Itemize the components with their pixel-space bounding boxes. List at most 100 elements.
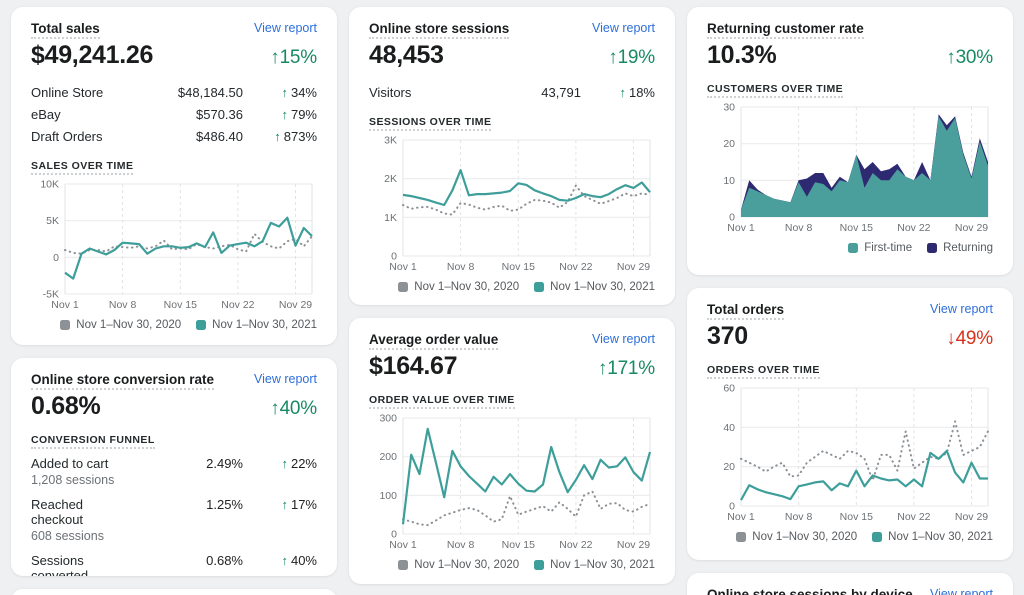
card-header: Online store sessions View report [369,21,655,39]
orders-value: 370 [707,322,748,350]
channel-label: Draft Orders [31,128,103,144]
table-row: Draft Orders $486.40 ↑ 873% [31,125,317,147]
view-report-link[interactable]: View report [930,587,993,595]
card-header: Total orders View report [707,302,993,320]
svg-text:Nov 29: Nov 29 [617,539,650,551]
svg-text:Nov 22: Nov 22 [559,261,592,273]
sessions-over-time-chart: 3K 2K 1K 0 Nov 1 Nov 8 Nov 15 Nov 22 Nov 29 [369,135,655,278]
legend-item: Nov 1–Nov 30, 2020 [736,531,857,543]
up-arrow-icon: ↑ [619,84,626,100]
metric-row: 0.68% ↑40% [31,392,317,421]
legend-swatch-icon [736,532,747,542]
svg-text:30: 30 [723,102,735,114]
chart-legend: Nov 1–Nov 30, 2020 Nov 1–Nov 30, 2021 [31,319,317,331]
legend-item: Nov 1–Nov 30, 2020 [60,319,181,331]
view-report-link[interactable]: View report [254,372,317,386]
svg-text:5K: 5K [46,215,59,227]
funnel-row: Reached checkout 608 sessions 1.25% ↑ 17% [31,497,317,543]
svg-text:20: 20 [723,461,735,473]
orders-delta: ↓49% [946,328,993,350]
right-column: Returning customer rate 10.3% ↑30% CUSTO… [687,7,1013,595]
funnel-step-label: Reached checkout [31,497,84,527]
svg-text:2K: 2K [384,173,397,185]
down-arrow-icon: ↓ [946,328,956,349]
table-row: Online Store $48,184.50 ↑ 34% [31,81,317,103]
view-report-link[interactable]: View report [254,21,317,35]
order-value-over-time-chart: 300 200 100 0 Nov 1 Nov 8 Nov 15 Nov 22 Nov 29 [369,413,655,556]
legend-swatch-icon [927,243,938,253]
card-title-sessions-by-device: Online store sessions by device type [707,587,930,595]
section-label-orders-over-time: ORDERS OVER TIME [707,364,993,379]
funnel-step-label: Added to cart [31,456,109,471]
legend-item: Nov 1–Nov 30, 2021 [534,559,655,571]
visitors-value: 43,791 [541,84,581,100]
middle-column: Online store sessions View report 48,453… [349,7,675,595]
svg-text:-5K: -5K [43,289,59,301]
card-title-sessions: Online store sessions [369,21,510,39]
metric-row: $164.67 ↑171% [369,352,655,381]
svg-text:Nov 22: Nov 22 [221,299,254,311]
up-arrow-icon: ↑ [281,553,288,568]
funnel-row: Sessions converted 329 sessions 0.68% ↑4… [31,553,317,576]
view-report-link[interactable]: View report [592,21,655,35]
sales-over-time-chart: 10K 5K 0 -5K Nov 1 Nov 8 Nov 15 Nov 22 Nov 29 [31,179,317,316]
legend-item: Nov 1–Nov 30, 2020 [398,559,519,571]
section-label-order-value-over-time: ORDER VALUE OVER TIME [369,394,655,409]
svg-text:0: 0 [729,501,735,513]
legend-swatch-icon [534,560,545,570]
metric-row: 10.3% ↑30% [707,41,993,70]
section-label-conversion-funnel: CONVERSION FUNNEL [31,434,317,449]
svg-text:20: 20 [723,138,735,150]
svg-text:Nov 1: Nov 1 [389,261,417,273]
funnel-step-rate: 1.25% [206,497,243,512]
card-header: Total sales View report [31,21,317,39]
aov-delta: ↑171% [598,358,655,380]
metric-row: 370 ↓49% [707,322,993,351]
svg-text:0: 0 [53,252,59,264]
view-report-link[interactable]: View report [930,302,993,316]
chart-legend: Nov 1–Nov 30, 2020 Nov 1–Nov 30, 2021 [369,559,655,571]
svg-text:1K: 1K [384,212,397,224]
svg-text:Nov 15: Nov 15 [840,222,873,234]
channel-delta: ↑ 79% [281,106,317,122]
conversion-rate-delta: ↑40% [270,398,317,420]
svg-text:Nov 29: Nov 29 [279,299,312,311]
delta-percent: 15% [279,47,318,68]
svg-text:Nov 22: Nov 22 [559,539,592,551]
chart-legend: Nov 1–Nov 30, 2020 Nov 1–Nov 30, 2021 [707,531,993,543]
sessions-value: 48,453 [369,41,444,69]
up-arrow-icon: ↑ [281,84,288,100]
funnel-step-delta: ↑ 40% [281,553,317,568]
delta-percent: 49% [955,328,994,349]
funnel-step-sessions: 1,208 sessions [31,473,115,487]
svg-text:0: 0 [729,212,735,224]
up-arrow-icon: ↑ [274,128,281,144]
svg-text:Nov 8: Nov 8 [447,539,475,551]
funnel-step-delta: ↑ 22% [281,456,317,471]
funnel-step-sessions: 608 sessions [31,529,104,543]
funnel-step-rate: 2.49% [206,456,243,471]
metric-row: $49,241.26 ↑15% [31,41,317,70]
svg-text:Nov 22: Nov 22 [897,222,930,234]
legend-item: Nov 1–Nov 30, 2021 [534,281,655,293]
card-header: Online store sessions by device type Vie… [707,587,993,595]
svg-text:Nov 22: Nov 22 [897,511,930,523]
channel-value: $48,184.50 [177,84,243,100]
channel-delta: ↑ 34% [281,84,317,100]
legend-item: Nov 1–Nov 30, 2021 [196,319,317,331]
svg-text:Nov 1: Nov 1 [727,511,755,523]
svg-text:Nov 29: Nov 29 [955,511,988,523]
svg-text:Nov 1: Nov 1 [51,299,79,311]
online-store-sessions-card: Online store sessions View report 48,453… [349,7,675,305]
svg-text:10: 10 [723,175,735,187]
card-header: Average order value View report [369,332,655,350]
view-report-link[interactable]: View report [592,332,655,346]
funnel-row: Added to cart 1,208 sessions 2.49% ↑ 22% [31,456,317,487]
sales-breakdown-list: Online Store $48,184.50 ↑ 34% eBay $570.3… [31,81,317,147]
up-arrow-icon: ↑ [597,358,608,379]
svg-text:60: 60 [723,383,735,395]
funnel-step-label: Sessions converted [31,553,89,576]
